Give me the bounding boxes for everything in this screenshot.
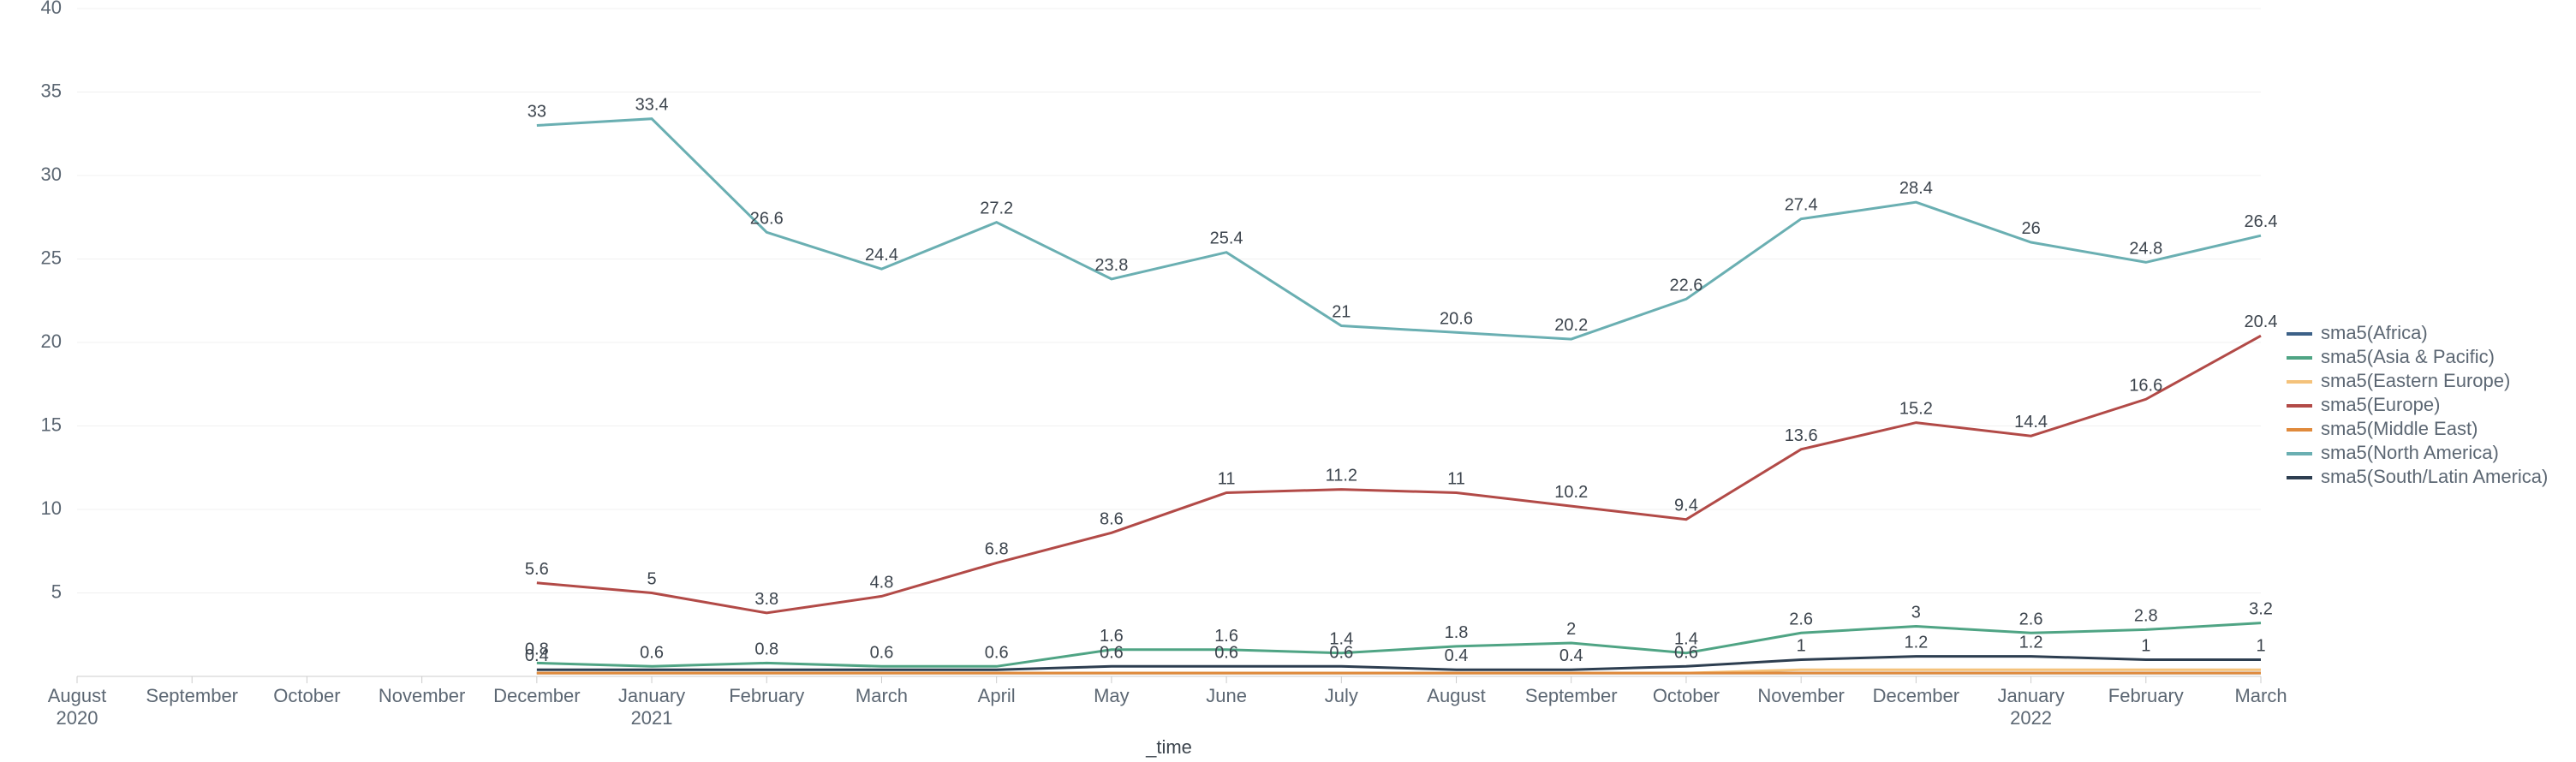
data-label: 0.6 — [870, 643, 894, 662]
data-label: 26.4 — [2245, 212, 2278, 231]
data-label: 2.6 — [2019, 610, 2043, 628]
data-label: 0.4 — [525, 646, 549, 665]
data-label: 0.6 — [1214, 643, 1238, 662]
chart-svg: 510152025303540August2020SeptemberOctobe… — [0, 0, 2576, 762]
data-label: 6.8 — [985, 539, 1009, 558]
data-label: 10.2 — [1554, 483, 1588, 502]
data-label: 0.8 — [754, 640, 778, 658]
x-tick-label: January — [618, 685, 685, 706]
x-tick-sublabel: 2021 — [631, 707, 673, 729]
data-label: 2 — [1566, 620, 1576, 639]
x-tick-label: March — [2234, 685, 2287, 706]
legend-label[interactable]: sma5(Asia & Pacific) — [2321, 346, 2495, 367]
x-tick-label: January — [1997, 685, 2064, 706]
data-label: 1 — [2256, 637, 2265, 656]
data-label: 0.6 — [1100, 643, 1124, 662]
data-label: 33 — [528, 103, 546, 122]
data-label: 3.8 — [754, 590, 778, 609]
data-label: 27.4 — [1785, 196, 1818, 215]
data-label: 27.2 — [980, 199, 1013, 218]
y-tick-label: 10 — [41, 497, 62, 519]
data-label: 3 — [1911, 604, 1921, 622]
data-label: 0.6 — [1329, 643, 1353, 662]
x-tick-label: April — [978, 685, 1016, 706]
data-label: 14.4 — [2014, 413, 2048, 432]
legend-label[interactable]: sma5(Middle East) — [2321, 418, 2478, 439]
y-tick-label: 40 — [41, 0, 62, 18]
y-tick-label: 25 — [41, 247, 62, 268]
x-tick-label: May — [1094, 685, 1130, 706]
data-label: 26 — [2021, 219, 2040, 238]
y-tick-label: 35 — [41, 80, 62, 101]
data-label: 21 — [1332, 303, 1351, 322]
data-label: 9.4 — [1674, 497, 1698, 515]
legend-label[interactable]: sma5(South/Latin America) — [2321, 466, 2548, 487]
x-tick-label: December — [493, 685, 580, 706]
data-label: 1.8 — [1445, 623, 1469, 642]
x-tick-label: November — [379, 685, 465, 706]
data-label: 26.6 — [750, 209, 784, 228]
x-tick-label: August — [48, 685, 107, 706]
legend-label[interactable]: sma5(Eastern Europe) — [2321, 370, 2510, 391]
x-tick-label: July — [1325, 685, 1358, 706]
data-label: 0.4 — [1559, 646, 1583, 665]
data-label: 15.2 — [1899, 400, 1933, 419]
x-tick-label: October — [1653, 685, 1720, 706]
data-label: 5.6 — [525, 560, 549, 579]
data-label: 4.8 — [870, 573, 894, 592]
x-tick-label: June — [1206, 685, 1247, 706]
y-tick-label: 20 — [41, 330, 62, 352]
timeseries-chart: 510152025303540August2020SeptemberOctobe… — [0, 0, 2576, 762]
data-label: 8.6 — [1100, 509, 1124, 528]
data-label: 24.4 — [865, 246, 898, 265]
data-label: 11 — [1447, 470, 1465, 489]
legend-label[interactable]: sma5(North America) — [2321, 442, 2499, 463]
x-tick-label: December — [1873, 685, 1959, 706]
x-tick-label: August — [1427, 685, 1486, 706]
data-label: 1 — [2141, 637, 2150, 656]
y-tick-label: 5 — [51, 580, 62, 602]
data-label: 0.6 — [1674, 643, 1698, 662]
y-tick-label: 15 — [41, 414, 62, 435]
data-label: 24.8 — [2129, 239, 2162, 258]
x-tick-label: March — [856, 685, 908, 706]
data-label: 20.2 — [1554, 316, 1588, 335]
data-label: 2.6 — [1789, 610, 1813, 628]
x-axis-title: _time — [1145, 736, 1192, 758]
x-tick-sublabel: 2022 — [2010, 707, 2052, 729]
data-label: 5 — [647, 570, 656, 589]
data-label: 23.8 — [1094, 256, 1128, 275]
data-label: 0.4 — [1445, 646, 1469, 665]
x-tick-label: February — [2108, 685, 2184, 706]
data-label: 1.2 — [1904, 634, 1928, 652]
data-label: 20.6 — [1440, 309, 1473, 328]
x-tick-label: February — [729, 685, 804, 706]
legend-label[interactable]: sma5(Africa) — [2321, 322, 2428, 343]
data-label: 16.6 — [2129, 376, 2162, 395]
data-label: 25.4 — [1210, 229, 1243, 248]
data-label: 11.2 — [1326, 467, 1357, 485]
x-tick-label: October — [273, 685, 340, 706]
data-label: 2.8 — [2134, 606, 2158, 625]
data-label: 1.2 — [2019, 634, 2043, 652]
x-tick-label: September — [1525, 685, 1618, 706]
y-tick-label: 30 — [41, 164, 62, 185]
data-label: 0.6 — [985, 643, 1009, 662]
data-label: 20.4 — [2245, 313, 2278, 331]
data-label: 22.6 — [1669, 276, 1702, 295]
x-tick-sublabel: 2020 — [57, 707, 98, 729]
data-label: 1 — [1797, 637, 1806, 656]
data-label: 0.6 — [640, 643, 664, 662]
data-label: 3.2 — [2249, 600, 2273, 619]
data-label: 11 — [1218, 470, 1236, 489]
legend-label[interactable]: sma5(Europe) — [2321, 394, 2440, 415]
x-tick-label: September — [146, 685, 238, 706]
x-tick-label: November — [1757, 685, 1844, 706]
data-label: 28.4 — [1899, 179, 1933, 198]
data-label: 13.6 — [1785, 426, 1818, 445]
data-label: 33.4 — [635, 96, 669, 115]
